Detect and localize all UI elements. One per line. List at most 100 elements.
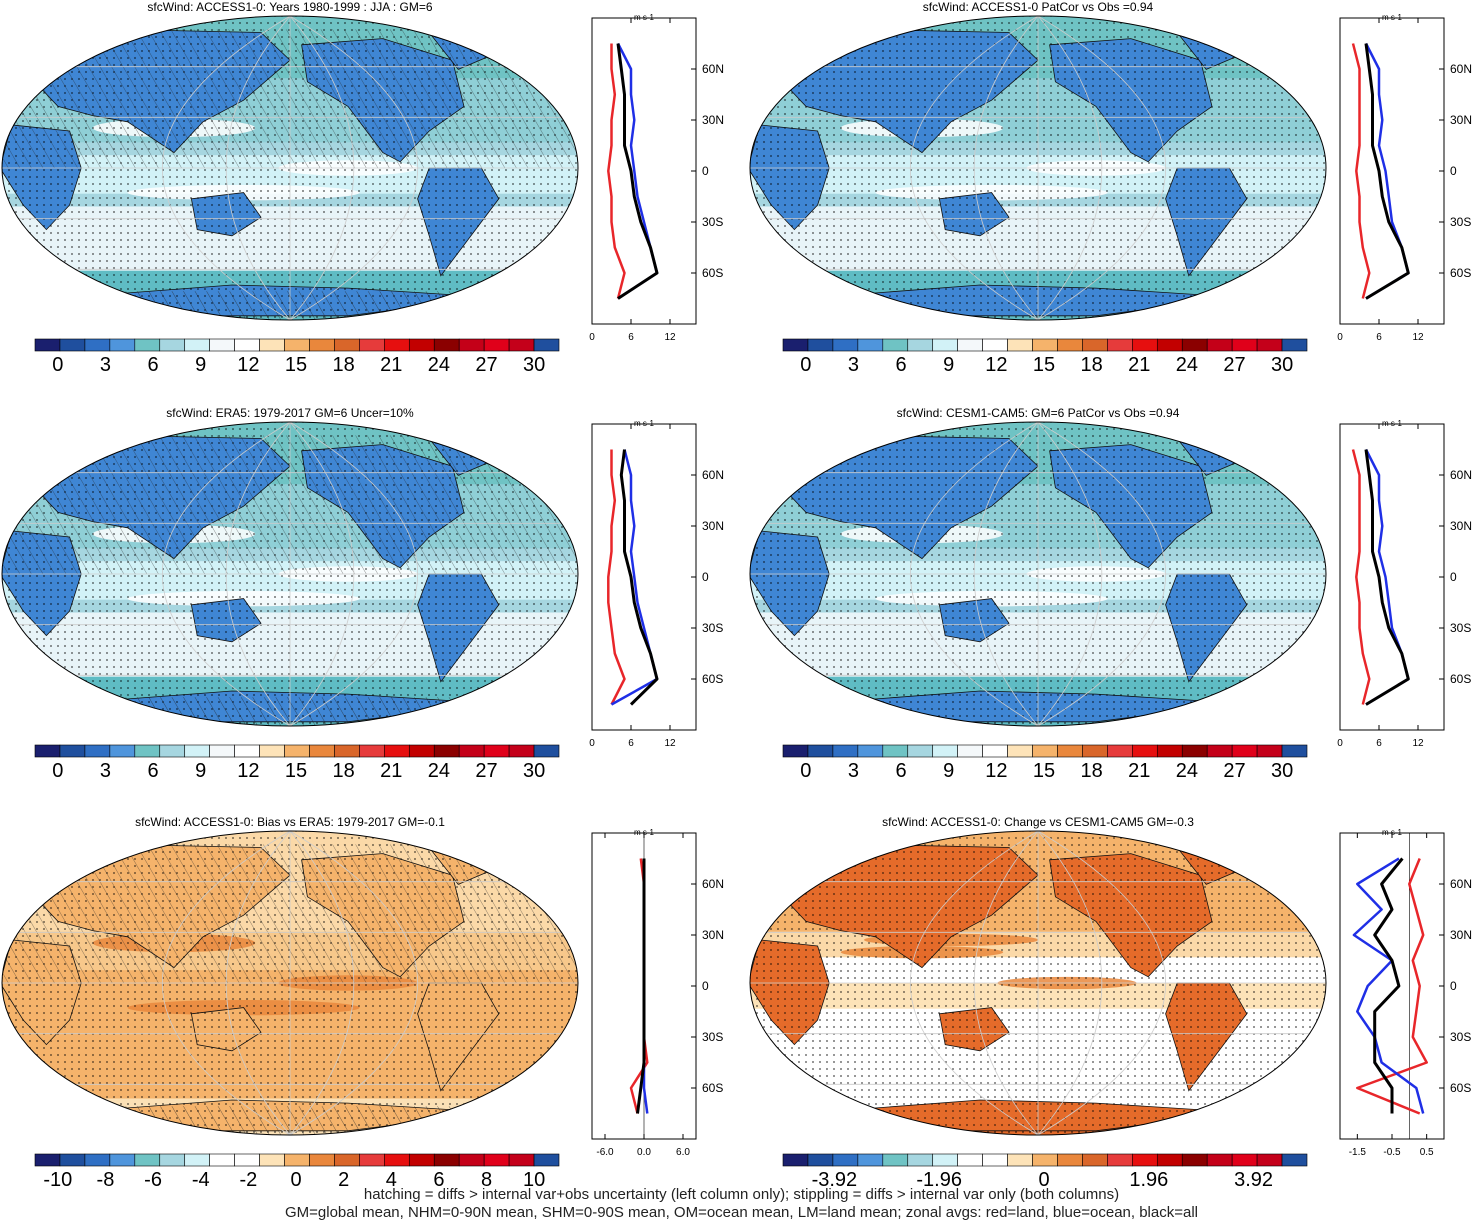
colorbar-tick-label: 24 [427, 760, 451, 782]
lat-tick-label: 30N [1450, 519, 1472, 533]
zonal-series-all [1373, 857, 1404, 1114]
colorbar-tick-label: -2 [239, 1169, 258, 1191]
graticule-lon [973, 831, 1039, 1135]
colorbar [34, 1153, 560, 1167]
colorbar-tick-label: 1.96 [1129, 1169, 1169, 1191]
colorbar-swatch [533, 744, 560, 758]
colorbar-swatch [907, 338, 934, 352]
lat-tick-label: 60S [702, 672, 723, 686]
zonal-series-all [619, 449, 659, 706]
colorbar-tick-label: 9 [943, 354, 955, 376]
lat-tick-label: 30S [702, 621, 723, 635]
colorbar-swatch [1181, 744, 1208, 758]
colorbar-tick-label: 24 [1175, 760, 1199, 782]
colorbar-tick-label: 15 [1032, 354, 1056, 376]
colorbar-swatch [309, 744, 335, 758]
colorbar-swatch [957, 744, 983, 758]
zonal-series-all [616, 43, 659, 300]
colorbar-swatch [134, 744, 161, 758]
map-border [1, 830, 579, 1136]
colorbar-swatch [1107, 338, 1133, 352]
colorbar-swatch [1231, 1153, 1258, 1167]
lat-tick-label: 0 [702, 164, 709, 178]
lat-tick-label: 60N [702, 877, 724, 891]
colorbar-swatch [932, 1153, 958, 1167]
colorbar-swatch [1231, 338, 1258, 352]
graticule-lon [289, 831, 355, 1135]
colorbar-swatch [284, 338, 310, 352]
graticule-lon [1037, 422, 1103, 726]
lat-tick-label: 60S [702, 1081, 723, 1095]
colorbar-tick-label: 27 [1223, 354, 1246, 376]
colorbar-swatch [1132, 1153, 1158, 1167]
lat-tick-label: 0 [1450, 570, 1457, 584]
lat-tick-label: 30S [1450, 621, 1471, 635]
x-tick-label: 0.0 [637, 1147, 651, 1158]
colorbar-swatch [982, 744, 1008, 758]
lat-tick-label: 60S [1450, 672, 1471, 686]
world-map [749, 421, 1327, 727]
panel-5: sfcWind: ACCESS1-0: Bias vs ERA5: 1979-2… [0, 815, 748, 1215]
panel-6: sfcWind: ACCESS1-0: Change vs CESM1-CAM5… [748, 815, 1483, 1215]
colorbar-swatch [159, 338, 186, 352]
colorbar-tick-label: 27 [1223, 760, 1246, 782]
colorbar-swatch [159, 744, 186, 758]
zonal-units: m s-1 [634, 14, 655, 22]
map-title: sfcWind: ACCESS1-0: Years 1980-1999 : JJ… [147, 0, 433, 14]
colorbar-swatch [59, 1153, 86, 1167]
colorbar-tick-label: 12 [237, 354, 260, 376]
colorbar-swatch [1181, 1153, 1208, 1167]
zonal-series-land [1351, 43, 1371, 299]
colorbar-swatch [384, 744, 410, 758]
graticule-lon [225, 422, 291, 726]
colorbar-swatch [284, 1153, 310, 1167]
colorbar-tick-label: 3 [847, 760, 860, 782]
colorbar-swatch [259, 1153, 285, 1167]
colorbar-swatch [1107, 744, 1133, 758]
colorbar-swatch [433, 744, 460, 758]
zonal-mean-plot: m s-1 60N 30N 0 30S 60S 0 6 12 [1337, 14, 1472, 343]
colorbar-swatch [259, 338, 285, 352]
colorbar-swatch [782, 338, 809, 352]
colorbar-tick-label: 0 [1038, 1169, 1050, 1191]
zonal-mean-plot: m s-1 60N 30N 0 30S 60S 0 6 12 [1337, 420, 1472, 749]
lat-tick-label: 0 [1450, 979, 1457, 993]
colorbar-swatch [309, 1153, 335, 1167]
colorbar-swatch [284, 744, 310, 758]
zonal-series-land [607, 449, 626, 706]
lat-tick-label: 30N [1450, 928, 1472, 942]
colorbar-swatch [84, 744, 111, 758]
colorbar-swatch [384, 1153, 410, 1167]
map-title: sfcWind: CESM1-CAM5: GM=6 PatCor vs Obs … [896, 406, 1180, 420]
colorbar-swatch [882, 744, 909, 758]
colorbar-swatch [1181, 338, 1208, 352]
colorbar-swatch [458, 1153, 485, 1167]
x-tick-label: 0 [589, 332, 595, 343]
colorbar-swatch [1057, 1153, 1083, 1167]
colorbar-tick-label: 24 [1175, 354, 1199, 376]
graticule-lon [162, 422, 291, 726]
colorbar-tick-label: 3 [847, 354, 860, 376]
graticule-lon [289, 831, 418, 1135]
colorbar-swatch [34, 744, 61, 758]
world-map [1, 421, 579, 727]
colorbar-swatch [857, 338, 884, 352]
colorbar-swatch [134, 1153, 161, 1167]
zonal-series-ocean [1352, 857, 1425, 1114]
graticule-lon [1037, 831, 1103, 1135]
lat-tick-label: 60N [702, 62, 724, 76]
colorbar [782, 338, 1308, 352]
x-tick-label: -1.5 [1349, 1147, 1367, 1158]
colorbar-swatch [458, 744, 485, 758]
colorbar-tick-label: 27 [475, 760, 498, 782]
x-tick-label: 12 [664, 332, 676, 343]
x-tick-label: 6 [1376, 332, 1382, 343]
map-title: sfcWind: ACCESS1-0: Bias vs ERA5: 1979-2… [135, 815, 445, 829]
zonal-series-land [1356, 858, 1428, 1115]
colorbar-tick-label: 0 [800, 354, 812, 376]
graticule-lon [1037, 831, 1166, 1135]
colorbar-swatch [359, 1153, 385, 1167]
colorbar-swatch [184, 1153, 210, 1167]
